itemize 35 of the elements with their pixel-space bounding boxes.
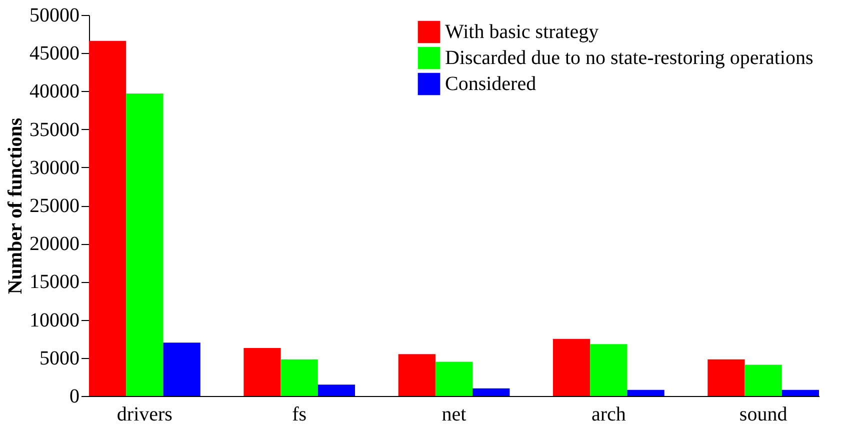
y-tick-label: 0 — [70, 386, 80, 408]
legend-label: Considered — [445, 73, 536, 95]
bar — [126, 93, 164, 396]
x-tick-label: arch — [591, 404, 626, 426]
y-tick-label: 25000 — [30, 195, 80, 217]
x-tick-label: sound — [739, 404, 788, 426]
y-tick-label: 45000 — [30, 42, 80, 65]
bar — [89, 40, 126, 396]
x-tick-label: drivers — [116, 404, 173, 426]
y-tick-label: 50000 — [30, 4, 80, 26]
y-axis-title: Number of functions — [4, 118, 26, 294]
bar — [627, 390, 664, 396]
y-tick-label: 20000 — [30, 233, 80, 256]
y-tick-label: 40000 — [30, 80, 80, 103]
bar — [318, 384, 356, 396]
x-tick-label: net — [442, 404, 467, 426]
bar — [552, 338, 590, 396]
bar — [163, 342, 200, 396]
bar — [398, 354, 436, 396]
bar — [472, 388, 510, 396]
x-tick-label: fs — [292, 404, 307, 426]
y-tick-label: 10000 — [30, 309, 80, 332]
bar — [782, 390, 819, 396]
y-tick-label: 30000 — [30, 156, 80, 179]
bar — [708, 359, 745, 396]
y-tick-label: 5000 — [40, 347, 80, 370]
bar — [744, 364, 782, 396]
bar — [280, 359, 318, 396]
legend-label: Discarded due to no state-restoring operations — [445, 47, 814, 69]
bar — [435, 362, 473, 396]
legend-label: With basic strategy — [445, 21, 599, 43]
bar — [244, 348, 281, 396]
y-tick-label: 35000 — [30, 118, 80, 141]
bar — [590, 344, 628, 396]
y-tick-label: 15000 — [30, 271, 80, 294]
